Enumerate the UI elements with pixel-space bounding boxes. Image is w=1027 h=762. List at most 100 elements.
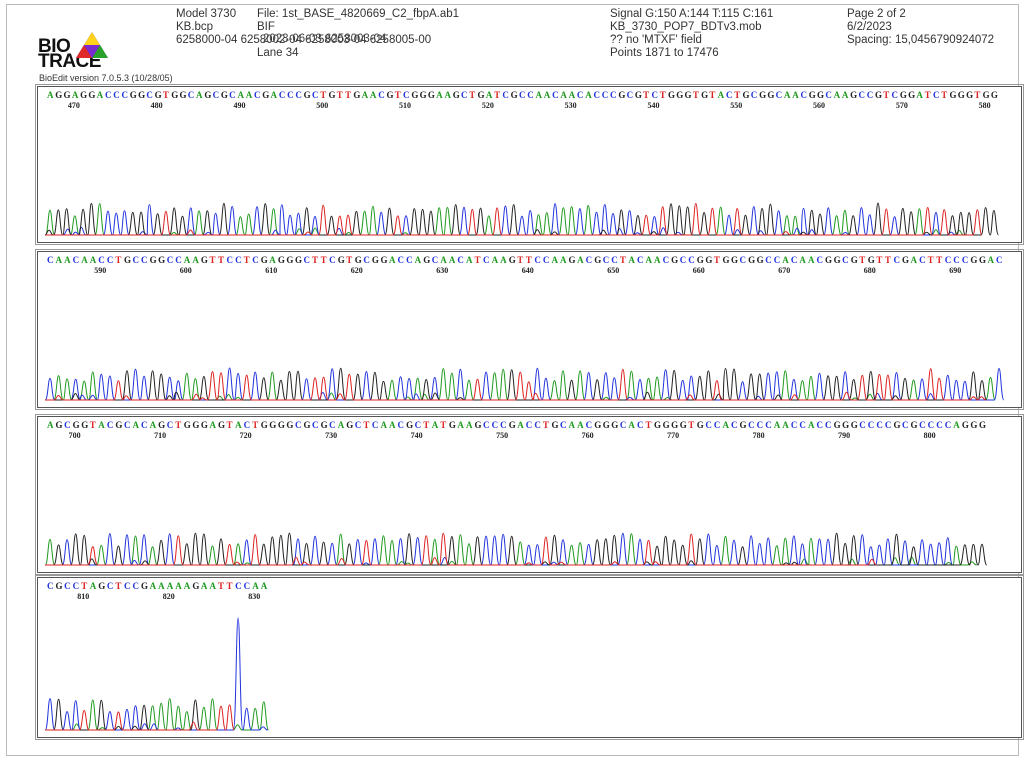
base-call: G: [759, 90, 766, 100]
base-call: C: [244, 581, 251, 591]
base-call: G: [261, 420, 268, 430]
base-call: G: [475, 420, 482, 430]
page-number: Page 2 of 2: [847, 8, 906, 20]
base-call: G: [55, 90, 62, 100]
base-call: G: [902, 255, 909, 265]
base-call: C: [751, 90, 758, 100]
base-call: G: [329, 90, 336, 100]
position-label: 670: [778, 266, 790, 275]
base-call: C: [902, 420, 909, 430]
base-call: G: [346, 420, 353, 430]
base-call: C: [748, 420, 755, 430]
base-call: C: [113, 90, 120, 100]
base-call: C: [651, 90, 658, 100]
position-label: 480: [151, 101, 163, 110]
bioedit-version: BioEdit version 7.0.5.3 (10/28/05): [39, 73, 173, 83]
base-call: C: [105, 90, 112, 100]
base-call: G: [851, 420, 858, 430]
base-call: G: [511, 90, 518, 100]
base-call: G: [428, 90, 435, 100]
base-call: G: [850, 90, 857, 100]
base-call: A: [90, 255, 97, 265]
base-call: C: [124, 420, 131, 430]
base-call: G: [842, 420, 849, 430]
base-call: T: [925, 90, 931, 100]
base-call: G: [353, 90, 360, 100]
bcp-label: KB.bcp: [176, 21, 214, 33]
base-call: C: [611, 255, 618, 265]
spacing-value: Spacing: 15,0456790924072: [847, 34, 995, 46]
base-call: C: [714, 420, 721, 430]
base-call: C: [47, 581, 54, 591]
base-call: C: [519, 90, 526, 100]
position-label: 820: [163, 592, 175, 601]
mobility-file: KB_3730_POP7_BDTv3.mob: [610, 21, 762, 33]
base-call: T: [469, 90, 475, 100]
base-call: C: [304, 255, 311, 265]
base-call: T: [517, 255, 523, 265]
base-call: G: [192, 420, 199, 430]
base-call: A: [628, 420, 635, 430]
position-label: 560: [813, 101, 825, 110]
base-call: C: [415, 420, 422, 430]
base-call: G: [958, 90, 965, 100]
base-call: A: [457, 420, 464, 430]
base-call: C: [287, 90, 294, 100]
trace-T: [45, 202, 983, 236]
base-call: C: [372, 420, 379, 430]
base-call: T: [321, 255, 327, 265]
base-call: A: [389, 420, 396, 430]
base-call: A: [646, 255, 653, 265]
points-range: Points 1871 to 17476: [610, 47, 719, 59]
base-call: C: [527, 90, 534, 100]
base-call: A: [196, 90, 203, 100]
base-call: C: [876, 420, 883, 430]
base-call: G: [221, 90, 228, 100]
base-call: G: [218, 420, 225, 430]
base-call: T: [218, 581, 224, 591]
base-call: T: [346, 255, 352, 265]
base-call: C: [188, 90, 195, 100]
position-label: 720: [240, 431, 252, 440]
base-call: C: [868, 420, 875, 430]
base-call: T: [163, 90, 169, 100]
base-call: G: [851, 255, 858, 265]
base-call: C: [133, 255, 140, 265]
base-call: G: [834, 255, 841, 265]
base-call: A: [72, 90, 79, 100]
base-call: A: [271, 90, 278, 100]
base-call: C: [945, 420, 952, 430]
trace-C: [45, 203, 956, 236]
base-call: G: [697, 255, 704, 265]
base-call: G: [603, 420, 610, 430]
base-call: A: [201, 581, 208, 591]
position-label: 690: [949, 266, 961, 275]
base-call: A: [167, 581, 174, 591]
base-call: C: [492, 420, 499, 430]
base-call: C: [213, 90, 220, 100]
base-call: G: [962, 420, 969, 430]
base-call: C: [765, 255, 772, 265]
base-call: G: [261, 255, 268, 265]
base-call: G: [192, 581, 199, 591]
base-call: C: [825, 90, 832, 100]
base-call: C: [945, 255, 952, 265]
base-call: C: [663, 255, 670, 265]
base-call: T: [734, 90, 740, 100]
base-call: A: [953, 420, 960, 430]
base-call: G: [406, 420, 413, 430]
base-call: G: [900, 90, 907, 100]
base-call: C: [817, 255, 824, 265]
base-call: C: [552, 90, 559, 100]
base-call: G: [372, 255, 379, 265]
base-call: G: [130, 90, 137, 100]
base-call: C: [406, 255, 413, 265]
base-call: T: [660, 90, 666, 100]
base-call: A: [64, 255, 71, 265]
base-call: C: [962, 255, 969, 265]
position-label: 610: [265, 266, 277, 275]
